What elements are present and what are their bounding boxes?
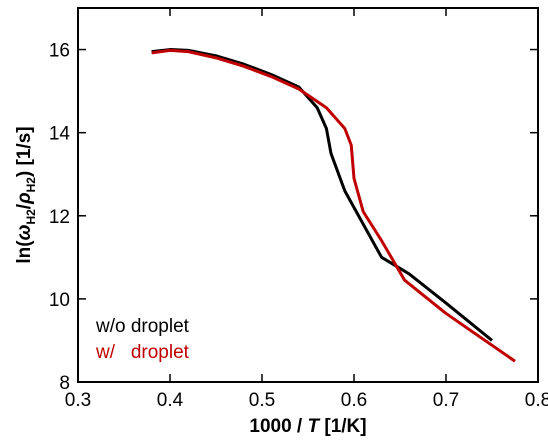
x-label-part: T <box>308 416 321 437</box>
y-label-part: H2 <box>24 177 38 193</box>
x-tick-label: 0.5 <box>249 390 275 411</box>
y-tick-label: 10 <box>49 290 70 311</box>
x-axis-label: 1000 / T [1/K] <box>249 416 366 437</box>
y-label-part: ) [1/s] <box>14 126 35 177</box>
x-tick-label: 0.3 <box>65 390 91 411</box>
y-tick-label: 16 <box>49 41 70 62</box>
plot-frame <box>77 7 539 383</box>
y-label-part: ω <box>14 224 35 240</box>
y-label-part: H2 <box>24 209 38 225</box>
x-tick-label: 0.4 <box>157 390 184 411</box>
y-axis-label: ln(ωH2/ρH2) [1/s] <box>14 126 38 263</box>
x-label-part: 1000 / <box>249 416 307 437</box>
legend-entry: w/o droplet <box>95 316 190 337</box>
y-label-part: ln( <box>14 240 35 264</box>
series-line <box>151 48 516 363</box>
x-label-part: [1/K] <box>319 416 367 437</box>
x-tick-label: 0.8 <box>525 390 548 411</box>
y-tick-label: 12 <box>49 207 70 228</box>
legend-entry: w/ droplet <box>95 342 190 363</box>
series-line <box>151 48 493 342</box>
x-tick-label: 0.7 <box>433 390 459 411</box>
y-label-part: ρ <box>14 192 35 205</box>
y-tick-label: 14 <box>49 124 71 145</box>
y-label-part: / <box>14 203 35 209</box>
y-tick-label: 8 <box>59 373 70 394</box>
x-tick-label: 0.6 <box>341 390 367 411</box>
